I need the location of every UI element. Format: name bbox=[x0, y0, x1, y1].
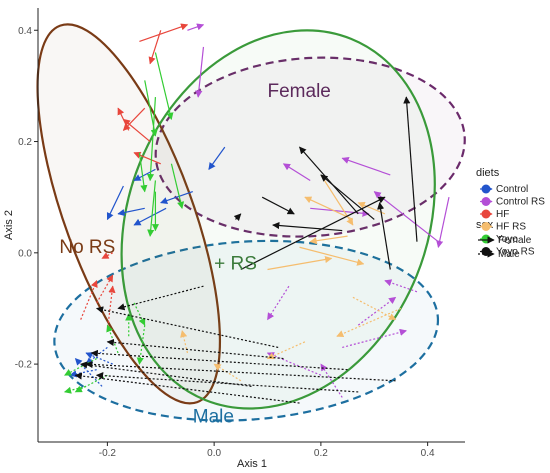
arrow-yoyo bbox=[136, 325, 146, 365]
arrow-hf bbox=[122, 118, 151, 142]
arrow-hf-rs bbox=[213, 363, 242, 382]
legend-label-control: Control bbox=[496, 184, 528, 195]
arrow-control-rs bbox=[342, 328, 407, 348]
arrow-hf-rs bbox=[266, 341, 306, 360]
legend-label-hf: HF bbox=[496, 209, 509, 220]
y-tick-label: -0.2 bbox=[15, 360, 33, 371]
arrow-control bbox=[85, 352, 113, 365]
arrow-control-rs bbox=[436, 197, 450, 248]
arrow-hf-rs bbox=[352, 296, 397, 321]
x-tick-label: 0.2 bbox=[314, 448, 328, 459]
series-yoyo bbox=[63, 52, 185, 394]
arrow-control-rs bbox=[341, 156, 391, 176]
arrow-yoyo-rs bbox=[96, 306, 279, 348]
legend-label-control-rs: Control RS bbox=[496, 197, 545, 208]
ellipse-no-rs bbox=[36, 23, 222, 405]
arrow-hf bbox=[106, 285, 116, 331]
arrow-control-rs bbox=[266, 352, 322, 376]
arrow-yoyo bbox=[170, 163, 185, 210]
arrow-control-rs bbox=[320, 363, 343, 398]
arrow-control-rs bbox=[195, 46, 205, 98]
legend-label-female: Female bbox=[498, 235, 532, 246]
y-tick-label: 0.2 bbox=[18, 137, 32, 148]
x-tick-label: 0.0 bbox=[207, 448, 221, 459]
arrow-yoyo-rs bbox=[261, 196, 295, 215]
arrow-hf bbox=[80, 279, 98, 320]
arrow-yoyo-rs bbox=[299, 146, 359, 215]
x-tick-label: 0.4 bbox=[421, 448, 435, 459]
region-label-male: Male bbox=[193, 407, 234, 428]
arrow-yoyo-rs bbox=[377, 202, 391, 270]
axes: Axis 1 Axis 2 -0.2 0.0 0.2 0.4 -0.2 0.0 0.2 0.4 bbox=[3, 8, 465, 470]
legend-label-yoyo-rs: Yoyo RS bbox=[496, 247, 535, 258]
legend-label-yoyo: Yoyo bbox=[496, 234, 518, 245]
arrow-control bbox=[74, 358, 103, 387]
arrow-control bbox=[208, 146, 226, 170]
arrow-control-rs bbox=[384, 279, 418, 293]
x-axis-title: Axis 1 bbox=[237, 458, 267, 470]
ellipse-rs bbox=[120, 29, 436, 410]
y-axis-title: Axis 2 bbox=[3, 210, 15, 240]
arrow-yoyo bbox=[138, 152, 148, 193]
arrow-control-rs bbox=[310, 207, 370, 217]
y-tick-label: 0.4 bbox=[18, 26, 32, 37]
region-label-no-rs: No RS bbox=[59, 237, 115, 258]
group-labels: Female No RS + RS Male bbox=[59, 81, 331, 428]
legend-label-male: Male bbox=[498, 249, 520, 260]
arrow-yoyo-rs bbox=[117, 285, 204, 311]
arrow-hf bbox=[122, 107, 146, 131]
arrow-hf-rs bbox=[267, 255, 333, 271]
arrow-yoyo-rs bbox=[403, 96, 418, 242]
arrow-series bbox=[63, 23, 450, 404]
arrow-yoyo bbox=[133, 302, 146, 326]
arrow-hf bbox=[148, 30, 162, 65]
arrow-yoyo bbox=[106, 324, 119, 354]
arrow-control bbox=[69, 369, 97, 378]
arrow-hf-rs bbox=[309, 235, 348, 245]
region-label-female: Female bbox=[268, 81, 331, 102]
series-yoyo-rs bbox=[74, 96, 418, 404]
arrow-yoyo-rs bbox=[320, 174, 375, 220]
group-ellipses bbox=[36, 23, 466, 422]
y-tick-label: 0.0 bbox=[18, 248, 32, 259]
arrow-yoyo bbox=[146, 96, 157, 182]
region-label-rs: + RS bbox=[214, 254, 257, 275]
arrow-yoyo-rs bbox=[90, 349, 348, 371]
arrow-yoyo-rs bbox=[106, 338, 284, 360]
ellipse-female bbox=[154, 56, 466, 238]
arrow-yoyo-rs bbox=[79, 361, 252, 387]
arrow-control bbox=[133, 168, 156, 182]
arrow-hf-rs bbox=[320, 174, 354, 226]
arrow-control bbox=[117, 207, 145, 217]
arrow-hf bbox=[96, 274, 114, 304]
arrow-yoyo-rs bbox=[74, 372, 300, 404]
arrow-hf bbox=[133, 151, 161, 165]
arrow-hf-rs bbox=[304, 196, 354, 220]
arrow-control-rs bbox=[282, 163, 311, 181]
arrow-hf-rs bbox=[299, 246, 365, 266]
legend-diets-title: diets bbox=[476, 167, 500, 179]
arrow-control-rs bbox=[187, 23, 205, 31]
legend-label-hf-rs: HF RS bbox=[496, 222, 526, 233]
arrow-control-rs bbox=[267, 285, 290, 321]
arrow-yoyo bbox=[154, 52, 174, 120]
series-hf bbox=[80, 23, 189, 331]
arrow-yoyo-rs bbox=[233, 213, 242, 222]
arrow-control bbox=[106, 185, 124, 221]
arrow-yoyo-rs bbox=[240, 196, 386, 271]
arrow-hf bbox=[139, 23, 189, 42]
arrow-yoyo bbox=[147, 180, 157, 237]
arrow-control bbox=[133, 207, 167, 226]
arrow-yoyo-rs bbox=[272, 221, 343, 232]
arrow-control bbox=[160, 191, 193, 205]
x-tick-label: -0.2 bbox=[99, 448, 117, 459]
